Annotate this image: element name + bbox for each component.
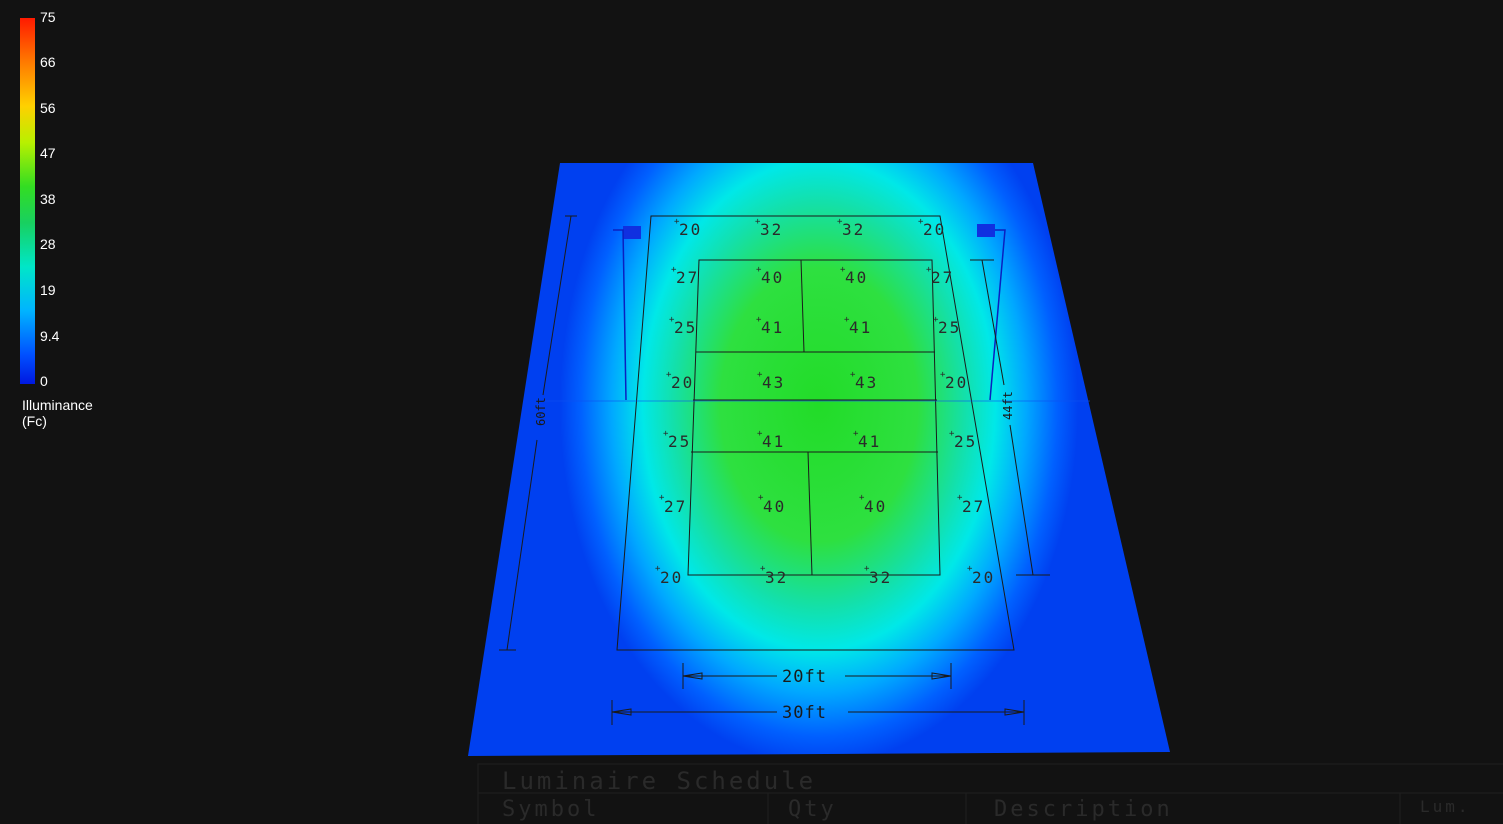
reading-row-5: +25 +41 +41 +25 (663, 429, 977, 451)
plus-marker: + (844, 315, 850, 325)
reading-value: 25 (674, 318, 697, 337)
plus-marker: + (757, 370, 763, 380)
plus-marker: + (758, 493, 764, 503)
illuminance-legend: 75 66 56 47 38 28 19 9.4 0 Illuminance (… (20, 9, 93, 429)
reading-value: 25 (954, 432, 977, 451)
reading-value: 40 (763, 497, 786, 516)
plus-marker: + (755, 217, 761, 227)
plus-marker: + (940, 370, 946, 380)
plus-marker: + (933, 315, 939, 325)
center-line (807, 451, 813, 576)
court-inner-boundary (687, 259, 941, 576)
reading-grid: +20 +32 +32 +20 +27 +40 +40 +27 +25 +41 … (655, 217, 995, 587)
reading-value: 27 (931, 268, 954, 287)
reading-row-1: +20 +32 +32 +20 (674, 217, 946, 239)
schedule-column-header: Qty (788, 797, 837, 822)
plus-marker: + (859, 493, 865, 503)
dimension-label: 60ft (534, 397, 548, 426)
legend-title-line2: (Fc) (22, 413, 47, 429)
reading-value: 32 (760, 220, 783, 239)
reading-value: 41 (762, 432, 785, 451)
plus-marker: + (756, 315, 762, 325)
legend-title: Illuminance (Fc) (22, 397, 93, 429)
dimension-label: 20ft (782, 667, 827, 687)
dimension-inner-length: 44ft (970, 259, 1050, 576)
reading-value: 43 (762, 373, 785, 392)
pole-left (613, 229, 627, 401)
legend-title-line1: Illuminance (22, 397, 93, 413)
dimension-label: 30ft (782, 703, 827, 723)
reading-value: 20 (923, 220, 946, 239)
center-line (800, 259, 805, 353)
plus-marker: + (669, 315, 675, 325)
reading-value: 41 (761, 318, 784, 337)
reading-row-2: +27 +40 +40 +27 (671, 265, 954, 287)
reading-value: 43 (855, 373, 878, 392)
reading-value: 27 (664, 497, 687, 516)
reading-value: 32 (842, 220, 865, 239)
plus-marker: + (837, 217, 843, 227)
schedule-column-header: Lum. (1420, 797, 1471, 816)
dimension-label: 44ft (1001, 391, 1015, 420)
plus-marker: + (967, 564, 973, 574)
plus-marker: + (671, 265, 677, 275)
plus-marker: + (666, 370, 672, 380)
reading-value: 40 (761, 268, 784, 287)
dimension-outer-width: 30ft (611, 700, 1025, 725)
reading-value: 40 (864, 497, 887, 516)
reading-value: 40 (845, 268, 868, 287)
plus-marker: + (918, 217, 924, 227)
plus-marker: + (655, 564, 661, 574)
reading-value: 27 (676, 268, 699, 287)
color-scale-bar (20, 18, 35, 384)
court-outer-boundary (616, 215, 1015, 651)
reading-value: 25 (668, 432, 691, 451)
schedule-column-header: Symbol (502, 797, 599, 822)
reading-value: 20 (671, 373, 694, 392)
plus-marker: + (674, 217, 680, 227)
luminaire-right (977, 224, 995, 237)
plus-marker: + (663, 429, 669, 439)
luminaire-schedule: Luminaire Schedule Symbol Qty Descriptio… (477, 763, 1503, 824)
reading-value: 27 (962, 497, 985, 516)
reading-value: 25 (938, 318, 961, 337)
plus-marker: + (659, 493, 665, 503)
plus-marker: + (853, 429, 859, 439)
luminaire-left (623, 226, 641, 239)
dimension-outer-length: 60ft (499, 215, 577, 651)
reading-value: 20 (660, 568, 683, 587)
plus-marker: + (756, 265, 762, 275)
reading-row-7: +20 +32 +32 +20 (655, 564, 995, 587)
reading-row-6: +27 +40 +40 +27 (659, 493, 985, 516)
plus-marker: + (840, 265, 846, 275)
plus-marker: + (850, 370, 856, 380)
reading-row-3: +25 +41 +41 +25 (669, 315, 961, 337)
dimension-inner-width: 20ft (682, 663, 952, 689)
plus-marker: + (864, 564, 870, 574)
plus-marker: + (760, 564, 766, 574)
reading-value: 32 (869, 568, 892, 587)
reading-value: 41 (858, 432, 881, 451)
pole-right (989, 229, 1006, 401)
plus-marker: + (949, 429, 955, 439)
reading-value: 32 (765, 568, 788, 587)
schedule-title: Luminaire Schedule (502, 767, 816, 795)
schedule-column-header: Description (994, 797, 1173, 822)
plus-marker: + (757, 429, 763, 439)
plus-marker: + (926, 265, 932, 275)
reading-row-4: +20 +43 +43 +20 (666, 370, 968, 392)
reading-value: 20 (679, 220, 702, 239)
reading-value: 41 (849, 318, 872, 337)
reading-value: 20 (972, 568, 995, 587)
reading-value: 20 (945, 373, 968, 392)
plus-marker: + (957, 493, 963, 503)
